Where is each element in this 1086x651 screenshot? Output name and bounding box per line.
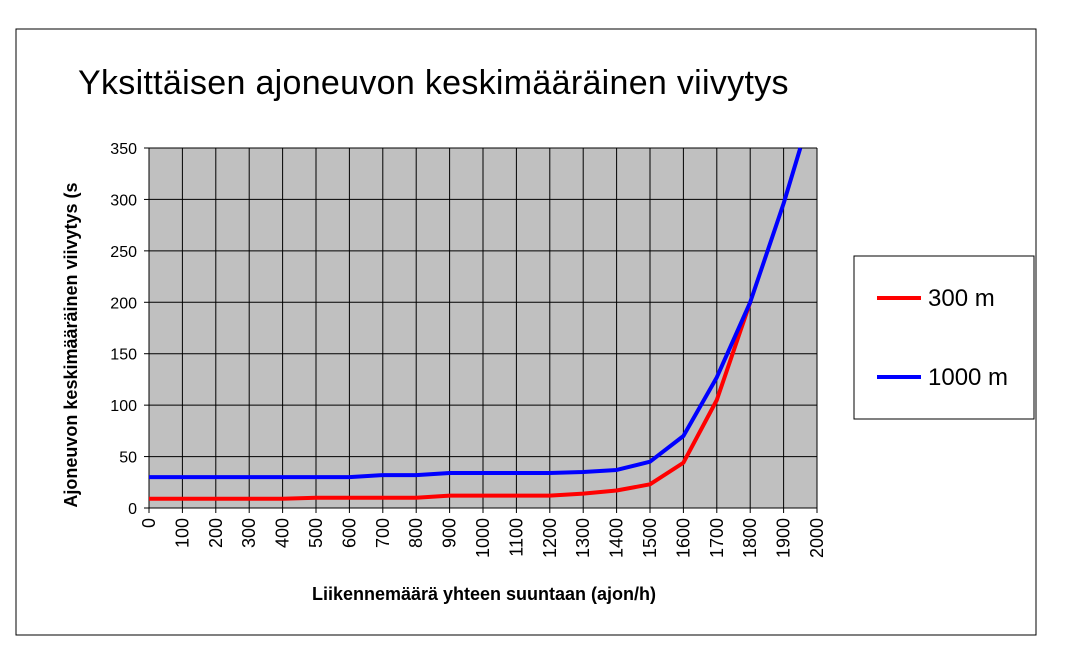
legend-label-300m: 300 m [928, 285, 995, 312]
x-tick-label: 0 [139, 518, 159, 528]
x-tick-label: 1100 [506, 518, 526, 557]
grid-lines [149, 147, 818, 508]
y-tick-label: 150 [110, 347, 137, 364]
y-tick-labels: 0 50 100 150 200 250 300 350 [110, 141, 137, 518]
x-tick-label: 900 [440, 518, 460, 548]
x-tick-label: 2000 [807, 518, 827, 558]
legend-label-1000m: 1000 m [928, 364, 1008, 391]
y-tick-label: 300 [110, 192, 137, 209]
x-tick-label: 1300 [573, 518, 593, 558]
legend: 300 m 1000 m [853, 255, 1035, 420]
x-axis-label: Liikennemäärä yhteen suuntaan (ajon/h) [312, 584, 656, 604]
x-tick-label: 1500 [640, 518, 660, 558]
x-tick-labels: 0 100 200 300 400 500 600 700 800 900 1000 1100 1200… [139, 518, 827, 558]
series-lines [149, 147, 803, 501]
x-tick-label: 1900 [774, 518, 794, 558]
chart-title: Yksittäisen ajoneuvon keskimääräinen vii… [78, 64, 789, 102]
x-tick-label: 1600 [673, 518, 693, 558]
y-tick-label: 250 [110, 244, 137, 261]
x-tick-label: 400 [273, 518, 293, 548]
x-tick-label: 1800 [740, 518, 760, 558]
axes [144, 147, 818, 513]
x-tick-label: 200 [206, 518, 226, 548]
x-tick-label: 1000 [473, 518, 493, 558]
y-tick-label: 50 [119, 450, 137, 467]
x-tick-label: 700 [373, 518, 393, 548]
x-tick-label: 300 [239, 518, 259, 548]
x-tick-label: 800 [406, 518, 426, 548]
series-line-300m [149, 301, 753, 501]
legend-box [853, 255, 1035, 420]
y-axis-label: Ajoneuvon keskimääräinen viivytys (s [61, 182, 81, 507]
x-tick-label: 100 [172, 518, 192, 548]
x-tick-label: 600 [339, 518, 359, 548]
y-tick-label: 0 [128, 501, 137, 518]
y-tick-label: 200 [110, 295, 137, 312]
x-tick-label: 1200 [540, 518, 560, 558]
x-tick-label: 1400 [607, 518, 627, 558]
x-tick-label: 1700 [707, 518, 727, 558]
y-tick-label: 100 [110, 398, 137, 415]
series-line-1000m [149, 147, 803, 480]
y-tick-label: 350 [110, 141, 137, 158]
x-tick-label: 500 [306, 518, 326, 548]
